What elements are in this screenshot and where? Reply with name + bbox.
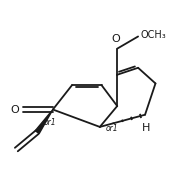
Polygon shape — [35, 110, 53, 134]
Text: or1: or1 — [44, 118, 56, 127]
Text: or1: or1 — [106, 124, 118, 133]
Text: O: O — [10, 105, 19, 115]
Text: H: H — [142, 123, 150, 133]
Text: O: O — [111, 34, 120, 44]
Text: OCH₃: OCH₃ — [141, 30, 167, 40]
